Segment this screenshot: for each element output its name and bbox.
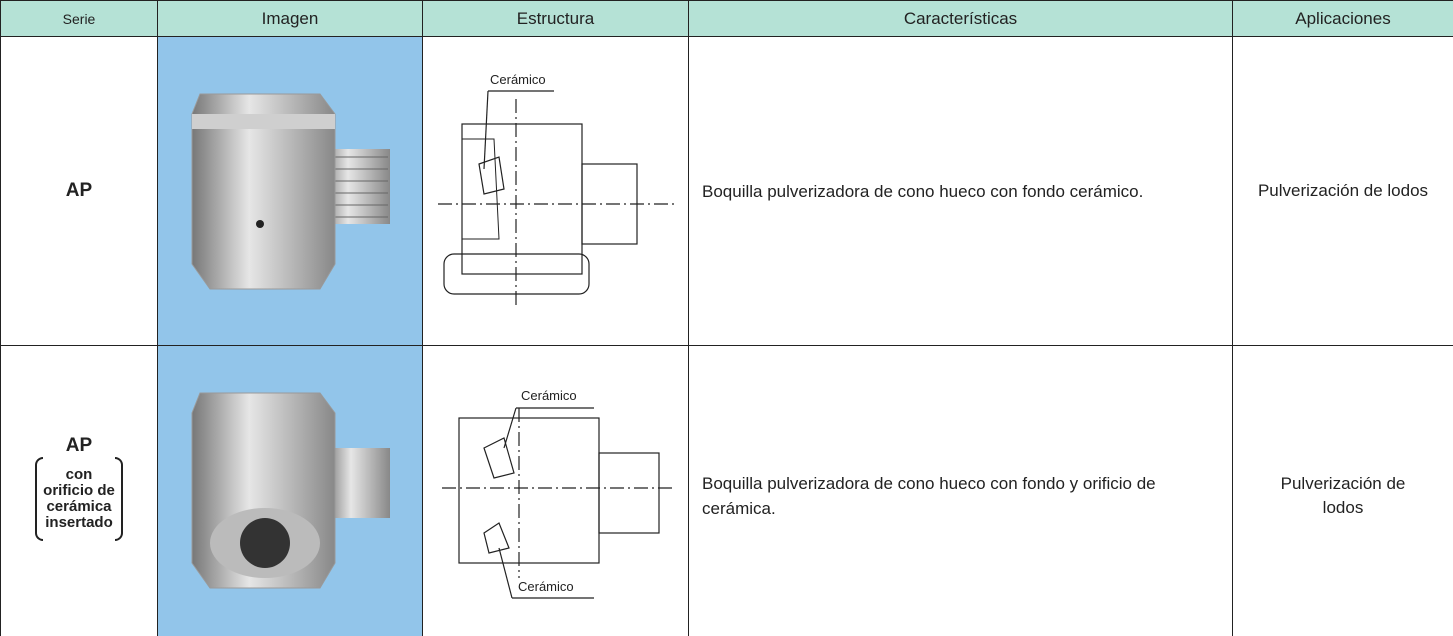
applications-cell: Pulverización de lodos [1232, 345, 1453, 636]
serie-detail-line: cerámica [46, 498, 112, 515]
structure-label: Cerámico [518, 579, 574, 594]
applications-cell: Pulverización de lodos [1232, 36, 1453, 346]
serie-detail-line: insertado [45, 514, 113, 531]
serie-detail-group: con orificio de cerámica insertado [35, 457, 123, 541]
serie: AP [65, 435, 93, 456]
row: AP con orificio de cerámica insertado Ce… [0, 345, 1453, 636]
nozzle-photo [191, 93, 390, 289]
paren [35, 457, 44, 541]
row: AP Cerámico Boqu [0, 36, 1453, 346]
header-cell: Estructura [422, 0, 689, 37]
features-cell: Boquilla pulverizadora de cono hueco con… [688, 345, 1233, 636]
structure-label: Cerámico [521, 388, 577, 403]
serie-cell: AP con orificio de cerámica insertado [0, 345, 158, 636]
header-cell: Serie [0, 0, 158, 37]
serie-detail-line: orificio de [43, 482, 115, 499]
features: Boquilla pulverizadora de cono hueco con… [702, 473, 1156, 518]
serie-cell: AP [0, 36, 158, 346]
paren [114, 457, 123, 541]
serie-detail-line: con [65, 466, 93, 483]
serie: AP [65, 180, 93, 201]
nozzle-photo [191, 392, 390, 589]
header-cell: Aplicaciones [1232, 0, 1453, 37]
applications: Pulverización de lodos [1280, 473, 1406, 517]
header-row: Serie Imagen Estructura Características … [0, 0, 1453, 37]
serie-detail: con orificio de cerámica insertado [43, 467, 115, 531]
header-cell: Características [688, 0, 1233, 37]
structure-cell: Cerámico [422, 36, 689, 346]
image-cell [157, 36, 423, 346]
structure-cell: Cerámico Cerámico [422, 345, 689, 636]
image-cell [157, 345, 423, 636]
structure-drawing: Cerámico [437, 72, 674, 309]
features-cell: Boquilla pulverizadora de cono hueco con… [688, 36, 1233, 346]
structure-drawing: Cerámico Cerámico [441, 388, 674, 599]
applications: Pulverización de lodos [1257, 181, 1429, 200]
header-cell: Imagen [157, 0, 423, 37]
structure-label: Cerámico [490, 72, 546, 87]
features: Boquilla pulverizadora de cono hueco con… [702, 181, 1144, 201]
